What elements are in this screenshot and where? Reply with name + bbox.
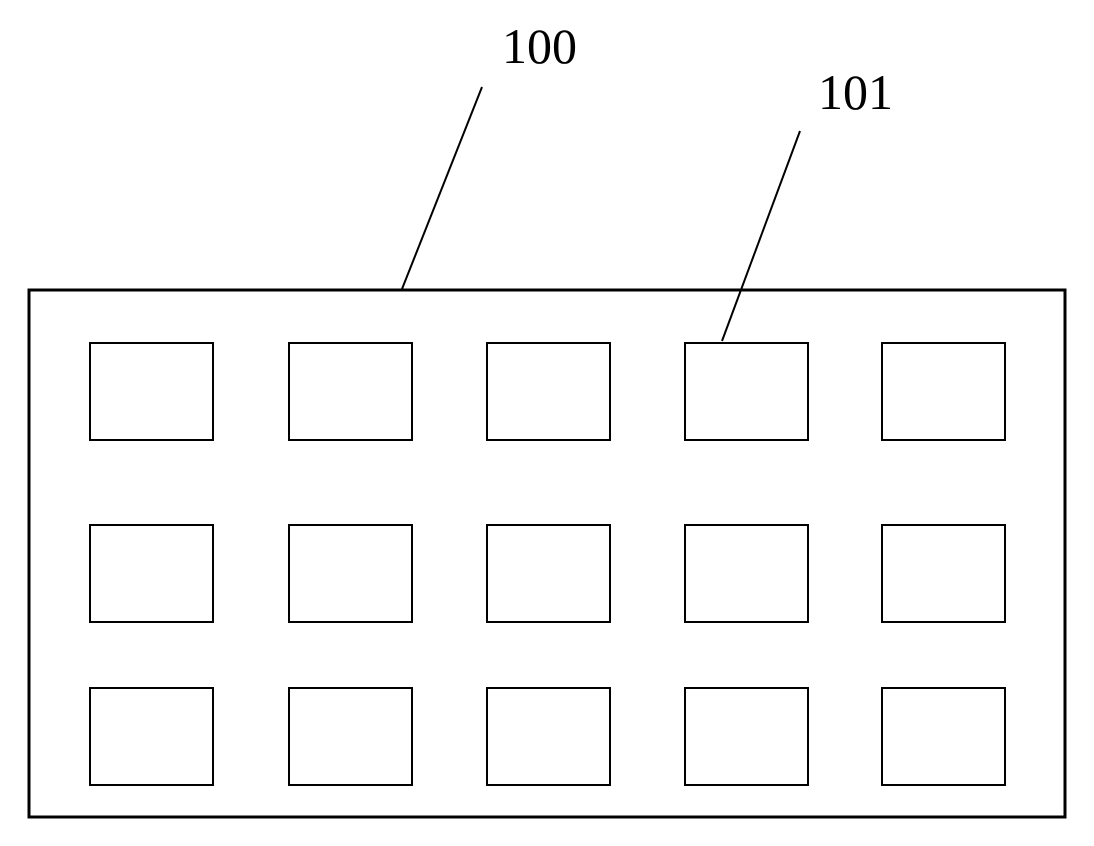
grid-cell: [289, 688, 412, 785]
grid-cell: [90, 688, 213, 785]
outer-frame: [29, 290, 1065, 817]
grid-cell: [685, 688, 808, 785]
grid-cell: [685, 525, 808, 622]
grid-cell: [90, 343, 213, 440]
callout-label: 100: [502, 17, 577, 75]
grid-cell: [882, 525, 1005, 622]
leader-lines: [402, 87, 800, 341]
leader-line: [402, 87, 482, 289]
grid-cell: [487, 343, 610, 440]
diagram-canvas: [0, 0, 1094, 846]
grid-cell: [685, 343, 808, 440]
cell-grid: [90, 343, 1005, 785]
grid-cell: [882, 343, 1005, 440]
callout-label: 101: [818, 63, 893, 121]
grid-cell: [90, 525, 213, 622]
grid-cell: [289, 525, 412, 622]
grid-cell: [487, 688, 610, 785]
grid-cell: [487, 525, 610, 622]
leader-line: [722, 131, 800, 341]
grid-cell: [289, 343, 412, 440]
grid-cell: [882, 688, 1005, 785]
